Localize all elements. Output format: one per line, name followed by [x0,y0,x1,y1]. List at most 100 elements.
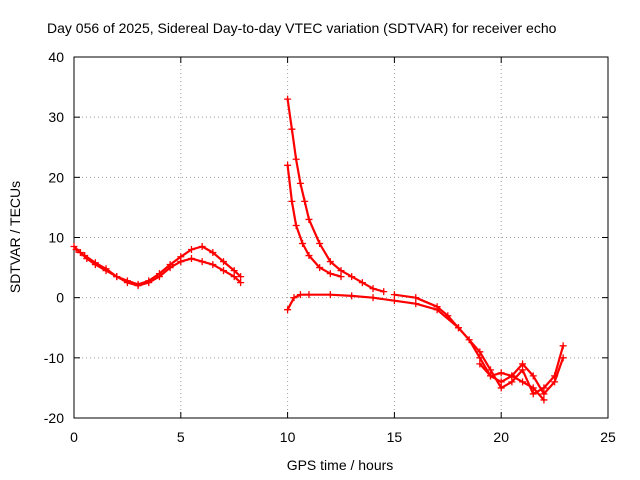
data-point [358,279,366,287]
data-point [230,267,238,275]
series-track-4 [284,161,345,281]
data-point [433,303,441,311]
data-point [177,253,185,261]
data-point [123,277,131,285]
data-point [299,240,307,248]
grid [74,57,608,418]
data-point [198,258,206,266]
data-point [81,252,89,260]
data-point [412,294,420,302]
data-point [166,261,174,269]
x-tick-label: 5 [177,429,185,445]
data-point [209,249,217,257]
data-point [444,312,452,320]
series-line [286,98,385,293]
y-tick-label: -10 [44,350,64,366]
x-tick-label: 15 [387,429,403,445]
data-point [288,125,296,133]
data-point [337,267,345,275]
data-point [155,270,163,278]
data-point [284,161,292,169]
y-tick-label: 10 [48,230,64,246]
data-point [296,179,304,187]
x-tick-label: 10 [280,429,296,445]
data-point [290,294,298,302]
data-point [337,273,345,281]
data-point [519,360,527,368]
data-point [508,378,516,386]
data-point [284,95,292,103]
data-point [292,155,300,163]
y-tick-label: 20 [48,169,64,185]
data-point [326,291,334,299]
data-point [476,360,484,368]
series-track-3 [284,95,388,296]
series-line [393,293,565,395]
data-point [134,280,142,288]
chart-title: Day 056 of 2025, Sidereal Day-to-day VTE… [47,20,557,36]
data-point [220,258,228,266]
series-line [72,245,242,287]
data-point [230,273,238,281]
series-track-6 [390,291,567,398]
plot-frame [73,56,609,419]
data-point [497,369,505,377]
x-axis-label: GPS time / hours [287,457,394,473]
data-point [559,354,567,362]
data-point [476,354,484,362]
data-point [412,300,420,308]
data-point [348,292,356,300]
data-point [292,221,300,229]
data-point [369,285,377,293]
data-point [390,297,398,305]
data-point [529,390,537,398]
series-track-2 [72,243,245,288]
data-point [326,258,334,266]
series-line [286,164,343,278]
data-point [102,265,110,273]
data-point [540,396,548,404]
data-point [508,372,516,380]
data-point [316,240,324,248]
data-point [348,273,356,281]
data-point [454,324,462,332]
data-point [529,384,537,392]
series [70,95,567,404]
series-line [286,293,565,395]
data-point [209,261,217,269]
data-point [145,277,153,285]
series-track-7 [476,360,548,404]
x-tick-label: 25 [600,429,616,445]
y-axis-label: SDTVAR / TECUs [7,181,23,293]
data-point [540,390,548,398]
data-point [237,279,245,287]
data-point [296,291,304,299]
data-point [487,372,495,380]
data-point [497,384,505,392]
data-point [198,243,206,251]
data-point [72,246,80,254]
data-point [497,378,505,386]
data-point [559,342,567,350]
data-point [301,197,309,205]
series-track-1 [70,243,245,290]
y-tick-label: 40 [48,49,64,65]
data-point [305,215,313,223]
data-point [519,366,527,374]
data-point [187,255,195,263]
data-point [519,378,527,386]
data-point [369,294,377,302]
data-point [91,259,99,267]
data-point [305,291,313,299]
data-point [284,306,292,314]
x-tick-label: 0 [70,429,78,445]
data-point [113,273,121,281]
data-point [390,291,398,299]
y-tick-label: -20 [44,410,64,426]
y-tick-label: 30 [48,109,64,125]
data-point [551,378,559,386]
data-point [529,372,537,380]
ticks: 0 5 10 15 20 25 -20 -10 0 10 20 30 40 [44,49,616,445]
data-point [316,264,324,272]
